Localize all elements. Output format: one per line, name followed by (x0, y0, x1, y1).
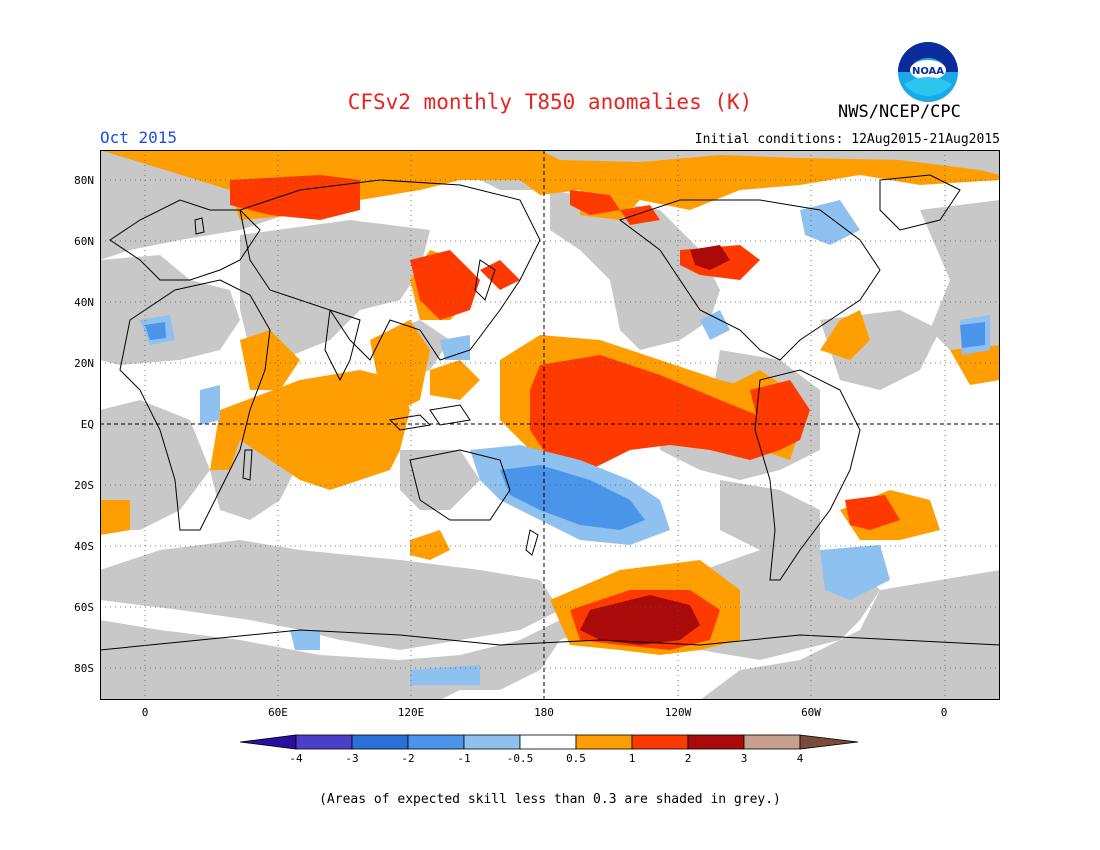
colorbar-segment (351, 734, 409, 750)
anomaly-map (100, 150, 1000, 700)
lat-label: 40S (74, 540, 94, 553)
forecast-month: Oct 2015 (100, 128, 178, 147)
equator-dateline (100, 150, 1000, 700)
coastlines (100, 174, 1000, 651)
lat-label: 80N (74, 174, 94, 187)
lon-label: 60E (268, 706, 288, 719)
map-frame (100, 150, 1000, 700)
lon-label: 120E (397, 706, 425, 719)
colorbar-label: 1 (628, 752, 636, 765)
lat-label: EQ (80, 418, 94, 431)
colorbar-segment (743, 734, 801, 750)
colorbar-label: 3 (740, 752, 748, 765)
lon-label: 0 (141, 706, 149, 719)
graticule (100, 150, 1000, 700)
colorbar-segment (631, 734, 689, 750)
initial-conditions: Initial conditions: 12Aug2015-21Aug2015 (694, 132, 1000, 147)
colorbar-segment (463, 734, 521, 750)
colorbar-segment (407, 734, 465, 750)
lat-label: 80S (74, 662, 94, 675)
logo-text: NOAA (912, 66, 944, 77)
anomaly-blue (145, 322, 985, 530)
colorbar-label: 0.5 (566, 752, 586, 765)
lat-label: 20S (74, 479, 94, 492)
lon-label: 120W (664, 706, 692, 719)
anomaly-darkred (580, 245, 730, 645)
lon-label: 180 (534, 706, 554, 719)
noaa-logo: NOAA (896, 40, 960, 104)
colorbar-segment (799, 734, 859, 750)
colorbar-label: -3 (345, 752, 359, 765)
colorbar-segment (295, 734, 353, 750)
lon-label: 60W (801, 706, 821, 719)
lat-label: 20N (74, 357, 94, 370)
org-label: NWS/NCEP/CPC (838, 102, 961, 122)
colorbar-label: -2 (401, 752, 415, 765)
lat-label: 40N (74, 296, 94, 309)
colorbar-label: 4 (796, 752, 804, 765)
colorbar-label: -0.5 (506, 752, 534, 765)
map-title: CFSv2 monthly T850 anomalies (K) (347, 90, 753, 114)
lat-label: 60N (74, 235, 94, 248)
colorbar-segment (575, 734, 633, 750)
colorbar-segment (239, 734, 297, 750)
colorbar-label: -4 (289, 752, 303, 765)
colorbar (239, 734, 859, 750)
skill-caption: (Areas of expected skill less than 0.3 a… (319, 792, 781, 807)
colorbar-label: -1 (457, 752, 471, 765)
lat-label: 60S (74, 601, 94, 614)
colorbar-label: 2 (684, 752, 692, 765)
lon-label: 0 (940, 706, 948, 719)
colorbar-segment (519, 734, 577, 750)
colorbar-segment (687, 734, 745, 750)
